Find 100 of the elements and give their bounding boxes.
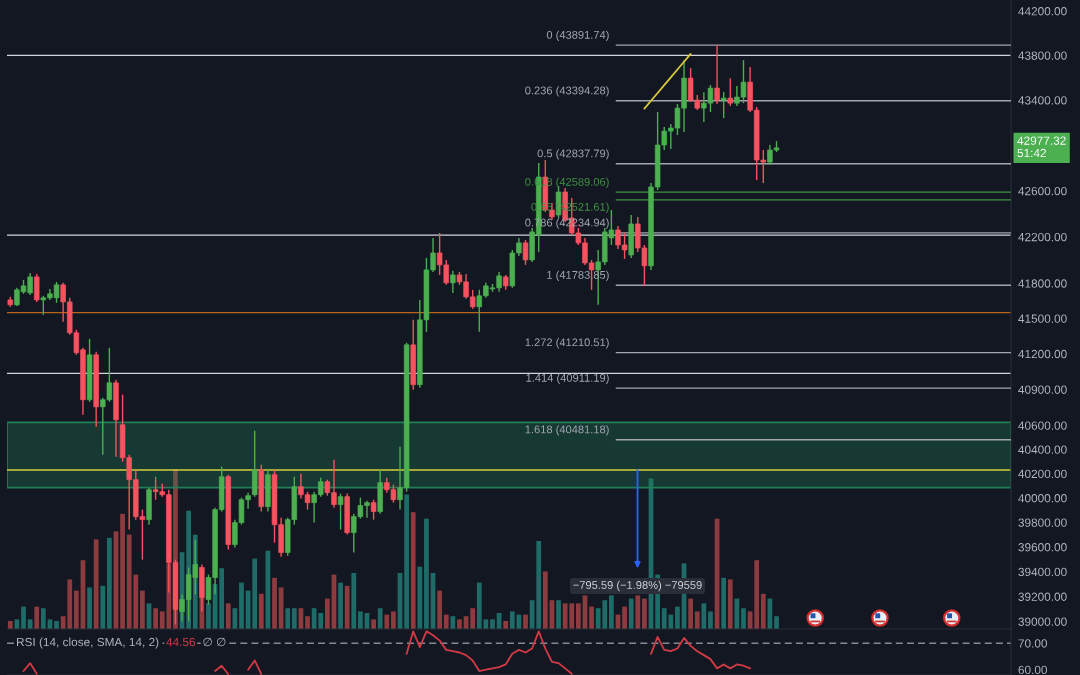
candlestick	[522, 239, 529, 266]
annotation: 44.56	[166, 637, 196, 647]
bar	[642, 598, 647, 629]
bar	[628, 598, 634, 629]
text: 42977.32 51:42	[1017, 136, 1066, 158]
bar	[120, 513, 125, 629]
bar	[285, 608, 291, 629]
bar	[404, 494, 409, 629]
bar	[153, 608, 158, 629]
candlestick	[337, 492, 344, 531]
annotation: ∅ ∅	[203, 637, 226, 647]
bar	[107, 537, 112, 629]
bar	[523, 614, 528, 629]
bar	[450, 616, 456, 629]
bar	[7, 621, 13, 629]
bar	[476, 582, 482, 629]
y-tick-label: 39200.00	[1018, 592, 1067, 601]
bar	[457, 619, 462, 629]
y-tick-label: 40900.00	[1018, 385, 1067, 394]
y-tick-label: 70.00	[1018, 639, 1048, 648]
ref-line-label: 1.618 (40481.18)	[525, 425, 609, 436]
ref-line-label: 1.414 (40911.19)	[526, 373, 609, 384]
bar	[239, 582, 244, 629]
bar	[377, 608, 383, 629]
bar	[688, 598, 694, 629]
bar	[34, 606, 40, 629]
bar	[272, 577, 277, 629]
candlestick	[450, 270, 456, 294]
y-tick-label: 41200.00	[1018, 349, 1067, 359]
bar	[443, 614, 449, 629]
bar	[40, 608, 46, 629]
bar	[291, 608, 297, 629]
bar	[542, 571, 548, 629]
y-tick-label: 60.00	[1018, 665, 1048, 675]
bar	[93, 539, 99, 629]
candlestick	[714, 44, 720, 105]
bar	[575, 603, 581, 629]
annotation: −795.59 (−1.98%) −79559	[573, 580, 702, 592]
bar	[470, 608, 476, 629]
bar	[225, 603, 231, 629]
y-tick-label: 39600.00	[1018, 543, 1067, 552]
bar	[344, 585, 350, 629]
y-tick-label: 43400.00	[1018, 96, 1067, 105]
bar	[509, 611, 515, 629]
bar	[503, 621, 509, 629]
bar	[675, 606, 680, 629]
y-tick-label: 40600.00	[1018, 421, 1067, 430]
bar	[622, 606, 627, 629]
bar	[73, 590, 79, 629]
y-tick-label: 40400.00	[1018, 445, 1067, 454]
bar	[219, 568, 225, 629]
bar	[589, 606, 594, 629]
y-tick-label: 41500.00	[1018, 314, 1067, 323]
bar	[351, 573, 357, 629]
bar	[384, 614, 390, 629]
text: RSI (14, close, SMA, 14, 2)	[17, 637, 159, 649]
bar	[252, 558, 258, 629]
candlestick	[370, 499, 377, 521]
bar	[490, 619, 495, 629]
bar	[87, 587, 92, 629]
bar	[536, 541, 542, 629]
bar	[324, 598, 330, 629]
y-tick-label: 42600.00	[1018, 186, 1067, 196]
line-series	[643, 53, 692, 110]
candlestick	[34, 273, 40, 303]
candlestick	[727, 77, 733, 107]
bar	[437, 590, 443, 629]
bar	[635, 595, 641, 629]
bar	[358, 611, 363, 629]
bar	[609, 595, 614, 629]
bar	[721, 577, 727, 629]
bar	[206, 603, 211, 629]
ref-line-label: 0.5 (42837.79)	[537, 149, 609, 160]
bar	[371, 619, 376, 629]
y-tick-label: 44200.00	[1018, 7, 1067, 16]
y-tick-label: 39000.00	[1018, 617, 1067, 626]
bar	[760, 593, 766, 629]
bar	[391, 611, 396, 629]
candlestick	[720, 91, 727, 119]
ref-line-label: 0 (43891.74)	[546, 30, 609, 41]
y-tick-label: 43800.00	[1018, 51, 1067, 60]
bar	[701, 603, 707, 629]
bar	[741, 608, 746, 629]
bar	[708, 611, 713, 629]
bar	[410, 512, 416, 629]
ref-line-label: 0.236 (43394.28)	[525, 86, 609, 97]
y-tick-label: 42200.00	[1018, 232, 1067, 242]
y-tick-label: 41800.00	[1018, 279, 1067, 288]
bar	[54, 621, 59, 629]
y-tick-label: 39800.00	[1018, 518, 1067, 527]
bar	[754, 560, 760, 629]
bar	[774, 616, 779, 629]
bar	[556, 600, 561, 629]
bar	[424, 518, 429, 629]
bar	[305, 616, 310, 629]
bar	[694, 611, 700, 629]
ref-line-label: 1.272 (41210.51)	[525, 338, 609, 349]
bar	[727, 579, 733, 629]
bar	[21, 606, 26, 629]
bar	[338, 582, 343, 629]
